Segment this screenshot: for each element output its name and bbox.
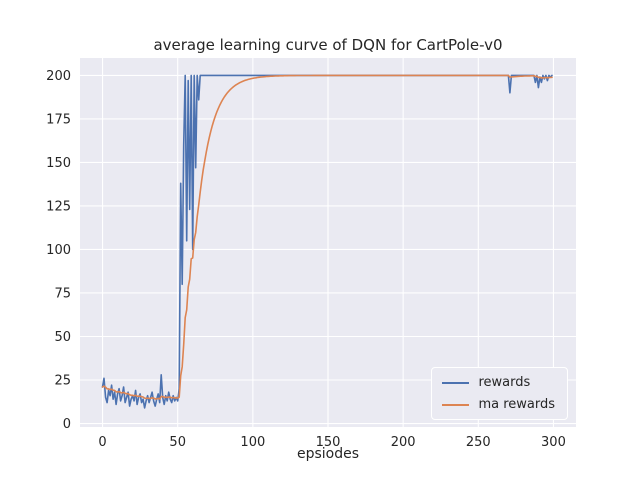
legend-line-rewards-icon: [442, 381, 470, 384]
chart-title: average learning curve of DQN for CartPo…: [153, 36, 503, 54]
y-tick-label: 0: [63, 417, 71, 432]
y-tick-label: 175: [46, 112, 71, 127]
legend-item-ma-rewards: ma rewards: [442, 397, 555, 412]
x-tick-label: 250: [466, 435, 491, 450]
x-tick-label: 0: [98, 435, 106, 450]
y-tick-label: 25: [54, 374, 71, 389]
legend-line-ma-rewards-icon: [442, 403, 470, 406]
y-tick-label: 125: [46, 199, 71, 214]
x-tick-label: 50: [169, 435, 186, 450]
legend: rewards ma rewards: [431, 367, 568, 420]
x-tick-label: 300: [541, 435, 566, 450]
x-tick-label: 200: [391, 435, 416, 450]
series-line-ma-rewards: [101, 74, 553, 400]
x-tick-label: 150: [316, 435, 341, 450]
legend-label-ma-rewards: ma rewards: [478, 397, 555, 412]
y-tick-label: 200: [46, 69, 71, 84]
y-tick-label: 50: [54, 330, 71, 345]
y-tick-label: 75: [54, 286, 71, 301]
x-tick-label: 100: [240, 435, 265, 450]
legend-item-rewards: rewards: [442, 375, 555, 390]
y-tick-label: 100: [46, 243, 71, 258]
x-axis-label: epsiodes: [296, 446, 360, 462]
legend-label-rewards: rewards: [478, 375, 531, 390]
y-tick-label: 150: [46, 156, 71, 171]
